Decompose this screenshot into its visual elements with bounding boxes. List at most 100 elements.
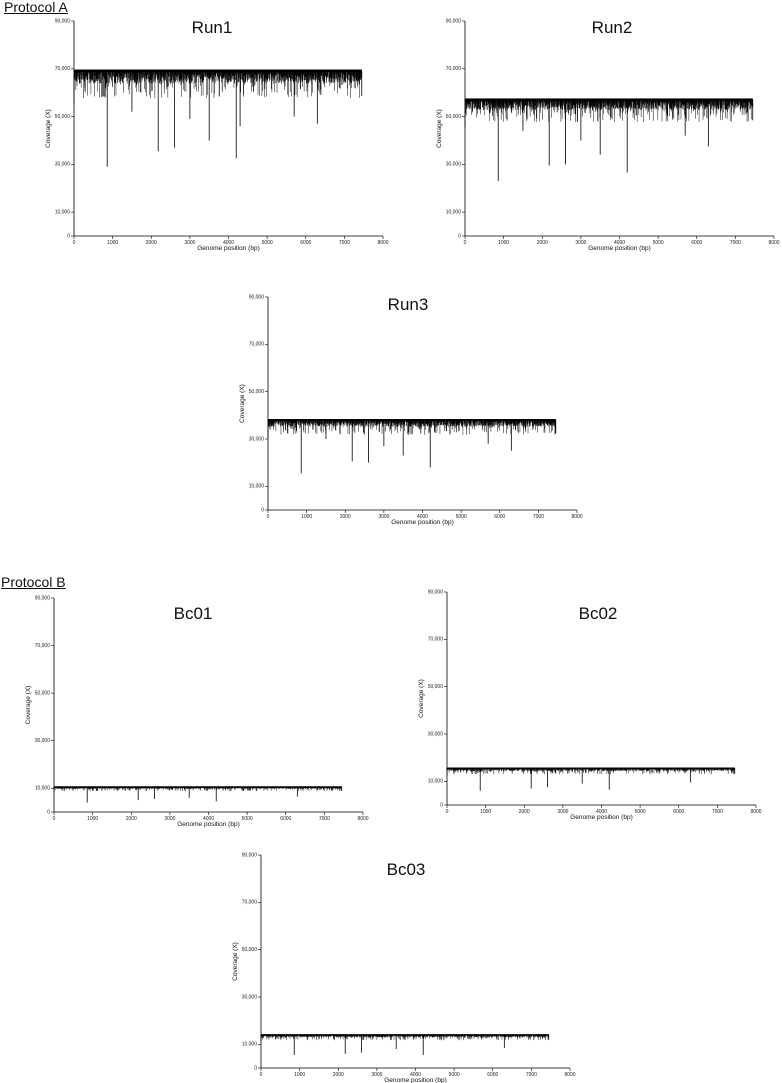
x-tick-label: 1000 xyxy=(294,1072,305,1078)
x-tick-label: 7000 xyxy=(712,809,723,815)
y-tick-label: 30,000 xyxy=(446,162,462,168)
y-axis-label: Coverage (X) xyxy=(239,384,246,423)
y-tick-label: 90,000 xyxy=(446,18,462,24)
coverage-chart-1: Run1 0 10,000 30,000 50,000 70,000 90,000 0 1000… xyxy=(45,18,389,252)
x-tick-label: 0 xyxy=(464,240,467,246)
y-tick-label: 90,000 xyxy=(428,589,444,595)
chart-title: Bc03 xyxy=(387,860,426,879)
x-tick-label: 6000 xyxy=(691,240,702,246)
y-tick-label: 70,000 xyxy=(446,66,462,72)
y-tick-label: 30,000 xyxy=(249,436,265,442)
chart-title: Bc01 xyxy=(174,604,213,623)
y-tick-label: 30,000 xyxy=(242,994,258,1000)
x-tick-label: 5000 xyxy=(262,240,273,246)
x-tick-label: 7000 xyxy=(319,816,330,822)
y-tick-label: 10,000 xyxy=(242,1042,258,1048)
x-tick-label: 0 xyxy=(53,816,56,822)
coverage-chart-4: Bc01 0 10,000 30,000 50,000 70,000 90,000 0 1000… xyxy=(25,595,369,828)
coverage-trace xyxy=(267,419,556,435)
x-tick-label: 1000 xyxy=(87,816,98,822)
coverage-chart-6: Bc03 0 10,000 30,000 50,000 70,000 90,000 0 1000… xyxy=(232,852,576,1083)
x-tick-label: 2000 xyxy=(333,1072,344,1078)
x-tick-label: 4000 xyxy=(223,240,234,246)
y-tick-label: 30,000 xyxy=(35,738,51,744)
x-tick-label: 2000 xyxy=(519,809,530,815)
x-tick-label: 7000 xyxy=(526,1072,537,1078)
x-tick-label: 4000 xyxy=(596,809,607,815)
chart-title: Run2 xyxy=(592,18,633,37)
x-axis-label: Genome position (bp) xyxy=(391,519,454,526)
y-axis-label: Coverage (X) xyxy=(45,109,52,148)
x-axis-label: Genome position (bp) xyxy=(177,821,240,828)
x-tick-label: 3000 xyxy=(557,809,568,815)
x-tick-label: 0 xyxy=(73,240,76,246)
x-tick-label: 4000 xyxy=(203,816,214,822)
x-axis-label: Genome position (bp) xyxy=(197,245,260,252)
x-tick-label: 5000 xyxy=(456,514,467,520)
x-tick-label: 8000 xyxy=(564,1072,575,1078)
coverage-chart-5: Bc02 0 10,000 30,000 50,000 70,000 90,000 0 1000… xyxy=(418,589,762,821)
y-tick-label: 50,000 xyxy=(242,947,258,953)
y-axis-label: Coverage (X) xyxy=(418,679,425,718)
chart-title: Run3 xyxy=(388,295,429,314)
y-tick-label: 70,000 xyxy=(35,643,51,649)
y-tick-label: 70,000 xyxy=(249,342,265,348)
coverage-trace xyxy=(73,69,362,99)
x-tick-label: 0 xyxy=(267,514,270,520)
x-axis-label: Genome position (bp) xyxy=(588,245,651,252)
x-tick-label: 6000 xyxy=(673,809,684,815)
y-tick-label: 10,000 xyxy=(35,786,51,792)
x-tick-label: 1000 xyxy=(480,809,491,815)
x-tick-label: 5000 xyxy=(449,1072,460,1078)
y-tick-label: 50,000 xyxy=(428,684,444,690)
y-tick-label: 70,000 xyxy=(55,66,71,72)
x-tick-label: 2000 xyxy=(340,514,351,520)
x-tick-label: 6000 xyxy=(280,816,291,822)
coverage-trace xyxy=(464,98,753,123)
x-tick-label: 3000 xyxy=(164,816,175,822)
x-tick-label: 1000 xyxy=(107,240,118,246)
y-tick-label: 90,000 xyxy=(242,852,258,858)
coverage-chart-3: Run3 0 10,000 30,000 50,000 70,000 90,000 0 1000… xyxy=(239,294,583,526)
x-tick-label: 2000 xyxy=(126,816,137,822)
y-tick-label: 70,000 xyxy=(242,900,258,906)
x-tick-label: 5000 xyxy=(635,809,646,815)
chart-title: Run1 xyxy=(192,18,233,37)
y-tick-label: 70,000 xyxy=(428,637,444,643)
y-tick-label: 90,000 xyxy=(35,595,51,601)
x-tick-label: 7000 xyxy=(339,240,350,246)
y-tick-label: 0 xyxy=(261,507,264,513)
x-axis-label: Genome position (bp) xyxy=(384,1077,447,1083)
x-tick-label: 7000 xyxy=(533,514,544,520)
x-tick-label: 3000 xyxy=(371,1072,382,1078)
x-tick-label: 5000 xyxy=(653,240,664,246)
y-tick-label: 30,000 xyxy=(55,162,71,168)
x-tick-label: 8000 xyxy=(571,514,582,520)
y-tick-label: 0 xyxy=(254,1065,257,1071)
chart-title: Bc02 xyxy=(579,604,618,623)
y-tick-label: 0 xyxy=(440,802,443,808)
y-tick-label: 50,000 xyxy=(249,389,265,395)
y-tick-label: 90,000 xyxy=(249,294,265,300)
y-tick-label: 0 xyxy=(47,809,50,815)
y-axis-label: Coverage (X) xyxy=(232,942,239,981)
protocol-b-label: Protocol B xyxy=(1,574,66,590)
x-tick-label: 3000 xyxy=(184,240,195,246)
x-tick-label: 5000 xyxy=(242,816,253,822)
x-tick-label: 2000 xyxy=(146,240,157,246)
y-tick-label: 10,000 xyxy=(428,779,444,785)
y-tick-label: 50,000 xyxy=(55,114,71,120)
y-axis-label: Coverage (X) xyxy=(436,109,443,148)
y-tick-label: 0 xyxy=(67,233,70,239)
x-tick-label: 0 xyxy=(260,1072,263,1078)
x-tick-label: 3000 xyxy=(575,240,586,246)
y-tick-label: 50,000 xyxy=(35,690,51,696)
x-tick-label: 3000 xyxy=(378,514,389,520)
x-tick-label: 1000 xyxy=(301,514,312,520)
x-tick-label: 8000 xyxy=(377,240,388,246)
y-tick-label: 0 xyxy=(458,233,461,239)
x-tick-label: 6000 xyxy=(487,1072,498,1078)
x-tick-label: 1000 xyxy=(498,240,509,246)
x-tick-label: 4000 xyxy=(410,1072,421,1078)
